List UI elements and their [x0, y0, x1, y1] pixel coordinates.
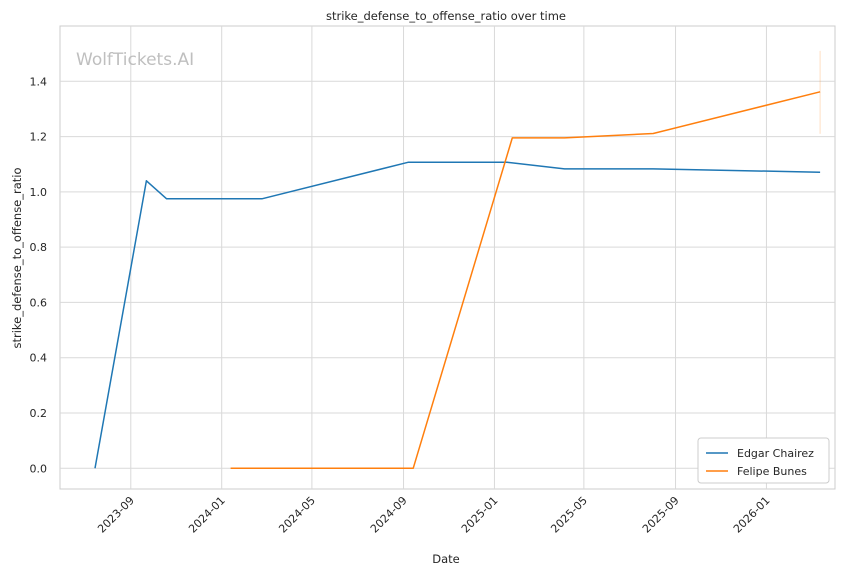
- legend-label-felipe-bunes: Felipe Bunes: [737, 465, 807, 478]
- legend-box: [697, 437, 830, 484]
- watermark: WolfTickets.AI: [76, 50, 194, 70]
- y-axis-title: strike_defense_to_offense_ratio: [10, 167, 24, 348]
- x-axis-title: Date: [432, 552, 460, 566]
- y-tick-label: 0.0: [30, 462, 48, 475]
- x-tick-label: 2024-01: [186, 494, 228, 536]
- x-tick-label: 2026-01: [731, 494, 773, 536]
- x-tick-label: 2025-05: [548, 494, 590, 536]
- x-tick-label: 2025-01: [459, 494, 501, 536]
- y-tick-label: 0.6: [30, 296, 48, 309]
- y-tick-label: 0.2: [30, 407, 48, 420]
- y-tick-label: 0.4: [30, 352, 48, 365]
- y-tick-labels: 0.0 0.2 0.4 0.6 0.8 1.0 1.2 1.4: [30, 75, 48, 475]
- grid: [60, 26, 835, 489]
- x-tick-label: 2023-09: [95, 494, 137, 536]
- y-tick-label: 1.0: [30, 186, 48, 199]
- chart-title: strike_defense_to_offense_ratio over tim…: [326, 9, 566, 23]
- legend: Edgar Chairez Felipe Bunes: [697, 437, 830, 484]
- series-line-edgar-chairez: [94, 161, 821, 469]
- plot-area: [59, 25, 836, 490]
- x-tick-label: 2024-05: [276, 494, 318, 536]
- x-tick-labels: 2023-09 2024-01 2024-05 2024-09 2025-01 2025-…: [95, 494, 772, 536]
- series-layer: [94, 50, 821, 470]
- y-tick-label: 1.4: [30, 75, 48, 88]
- y-tick-label: 1.2: [30, 131, 48, 144]
- legend-label-edgar-chairez: Edgar Chairez: [737, 447, 814, 460]
- y-tick-label: 0.8: [30, 241, 48, 254]
- x-tick-label: 2024-09: [368, 494, 410, 536]
- x-tick-label: 2025-09: [640, 494, 682, 536]
- series-line-felipe-bunes: [230, 91, 821, 470]
